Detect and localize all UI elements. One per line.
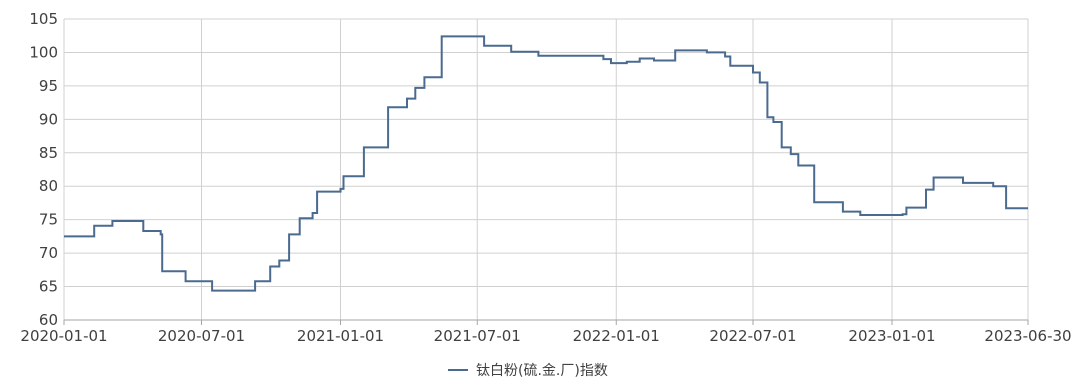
series-line — [64, 35, 1028, 292]
x-tick-label: 2023-01-01 — [848, 327, 935, 345]
y-tick-label: 70 — [39, 244, 58, 262]
y-tick-labels: 60 65 70 75 80 85 90 95 100 105 — [29, 10, 58, 329]
y-tick-label: 105 — [29, 10, 58, 28]
x-tick-label: 2020-01-01 — [20, 327, 107, 345]
x-tick-label: 2021-01-01 — [297, 327, 384, 345]
x-tick-label: 2022-07-01 — [709, 327, 796, 345]
x-tick-labels: 2020-01-01 2020-07-01 2021-01-01 2021-07-01… — [20, 327, 1071, 345]
x-tick-label: 2021-07-01 — [434, 327, 521, 345]
y-tick-label: 90 — [39, 110, 58, 128]
y-tick-label: 65 — [39, 278, 58, 296]
y-tick-label: 80 — [39, 177, 58, 195]
y-tick-label: 60 — [39, 311, 58, 329]
x-tick-label: 2022-01-01 — [573, 327, 660, 345]
y-tick-label: 75 — [39, 211, 58, 229]
legend-label: 钛白粉(硫.金.厂)指数 — [476, 363, 608, 379]
x-tick-label: 2020-07-01 — [158, 327, 245, 345]
y-tick-label: 85 — [39, 144, 58, 162]
series-layer — [64, 35, 1028, 292]
axes — [63, 319, 1029, 325]
x-tick-label: 2023-06-30 — [984, 327, 1071, 345]
y-tick-label: 100 — [29, 43, 58, 61]
grid-lines — [63, 18, 1029, 320]
legend: 钛白粉(硫.金.厂)指数 — [448, 363, 608, 379]
y-tick-label: 95 — [39, 77, 58, 95]
